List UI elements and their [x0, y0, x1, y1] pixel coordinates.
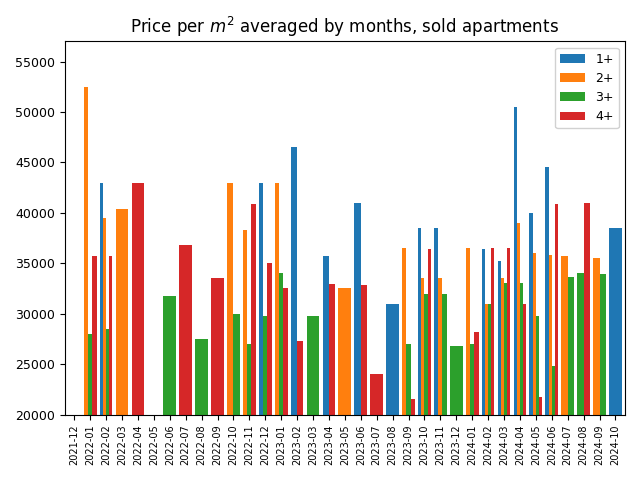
Bar — [100, 182, 103, 480]
Bar — [243, 230, 247, 480]
Bar — [103, 218, 106, 480]
Bar — [516, 223, 520, 480]
Bar — [485, 304, 488, 480]
Bar — [545, 168, 548, 480]
Bar — [259, 182, 263, 480]
Bar — [234, 314, 240, 480]
Bar — [555, 204, 558, 480]
Bar — [523, 304, 526, 480]
Bar — [434, 228, 438, 480]
Bar — [252, 204, 256, 480]
Bar — [568, 277, 574, 480]
Bar — [470, 344, 474, 480]
Bar — [263, 316, 268, 480]
Bar — [411, 399, 415, 480]
Bar — [421, 278, 424, 480]
Bar — [361, 286, 367, 480]
Bar — [508, 248, 510, 480]
Bar — [520, 284, 523, 480]
Bar — [339, 288, 351, 480]
Bar — [163, 296, 176, 480]
Bar — [211, 278, 224, 480]
Bar — [466, 248, 470, 480]
Bar — [329, 285, 335, 480]
Bar — [291, 147, 297, 480]
Bar — [501, 278, 504, 480]
Bar — [529, 213, 532, 480]
Bar — [132, 182, 144, 480]
Bar — [548, 255, 552, 480]
Bar — [536, 316, 539, 480]
Bar — [438, 278, 442, 480]
Bar — [323, 256, 329, 480]
Bar — [492, 248, 495, 480]
Bar — [371, 374, 383, 480]
Bar — [402, 248, 406, 480]
Bar — [450, 346, 463, 480]
Bar — [297, 341, 303, 480]
Bar — [275, 182, 279, 480]
Bar — [355, 203, 361, 480]
Bar — [584, 203, 590, 480]
Bar — [84, 87, 88, 480]
Bar — [593, 258, 600, 480]
Bar — [195, 339, 208, 480]
Bar — [179, 245, 192, 480]
Bar — [109, 256, 113, 480]
Title: Price per $m^2$ averaged by months, sold apartments: Price per $m^2$ averaged by months, sold… — [131, 15, 559, 39]
Bar — [268, 263, 271, 480]
Bar — [279, 273, 284, 480]
Bar — [513, 107, 516, 480]
Bar — [406, 344, 411, 480]
Bar — [442, 294, 447, 480]
Bar — [482, 249, 485, 480]
Bar — [92, 256, 97, 480]
Bar — [474, 332, 479, 480]
Bar — [561, 256, 568, 480]
Bar — [116, 209, 129, 480]
Bar — [498, 261, 501, 480]
Bar — [88, 334, 92, 480]
Bar — [106, 329, 109, 480]
Legend: 1+, 2+, 3+, 4+: 1+, 2+, 3+, 4+ — [556, 48, 619, 129]
Bar — [424, 294, 428, 480]
Bar — [387, 304, 399, 480]
Bar — [600, 275, 606, 480]
Bar — [577, 273, 584, 480]
Bar — [539, 397, 542, 480]
Bar — [307, 316, 319, 480]
Bar — [609, 228, 622, 480]
Bar — [284, 288, 287, 480]
Bar — [428, 249, 431, 480]
Bar — [418, 228, 421, 480]
Bar — [247, 344, 252, 480]
Bar — [504, 284, 508, 480]
Bar — [227, 182, 234, 480]
Bar — [532, 253, 536, 480]
Bar — [552, 366, 555, 480]
Bar — [488, 304, 492, 480]
